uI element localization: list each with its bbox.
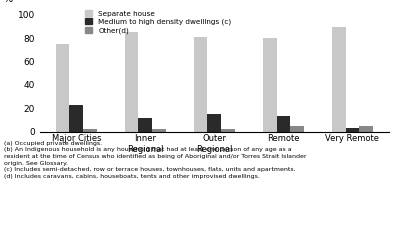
Bar [290, 126, 304, 132]
Bar [125, 32, 139, 132]
Bar [194, 37, 208, 132]
Bar [83, 129, 97, 132]
Bar [152, 129, 166, 132]
Bar [56, 44, 69, 132]
Bar [277, 116, 290, 132]
Legend: Separate house, Medium to high density dwellings (c), Other(d): Separate house, Medium to high density d… [85, 10, 231, 34]
Bar [345, 128, 359, 132]
Bar [332, 27, 345, 132]
Bar [263, 38, 277, 132]
Bar [221, 129, 235, 132]
Bar [208, 114, 221, 132]
Bar [69, 105, 83, 132]
Bar [139, 118, 152, 132]
Bar [359, 126, 373, 132]
Y-axis label: %: % [4, 0, 13, 4]
Text: (a) Occupied private dwellings.
(b) An Indigenous household is any household tha: (a) Occupied private dwellings. (b) An I… [4, 141, 306, 179]
